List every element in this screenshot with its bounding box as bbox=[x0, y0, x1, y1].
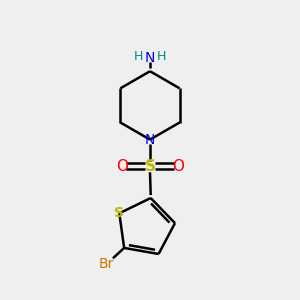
Text: S: S bbox=[145, 159, 155, 174]
Text: N: N bbox=[145, 133, 155, 147]
Text: O: O bbox=[116, 159, 128, 174]
Text: S: S bbox=[114, 206, 124, 220]
Text: H: H bbox=[157, 50, 166, 63]
Text: H: H bbox=[134, 50, 143, 63]
Text: Br: Br bbox=[99, 257, 114, 271]
Text: N: N bbox=[145, 51, 155, 65]
Text: O: O bbox=[172, 159, 184, 174]
